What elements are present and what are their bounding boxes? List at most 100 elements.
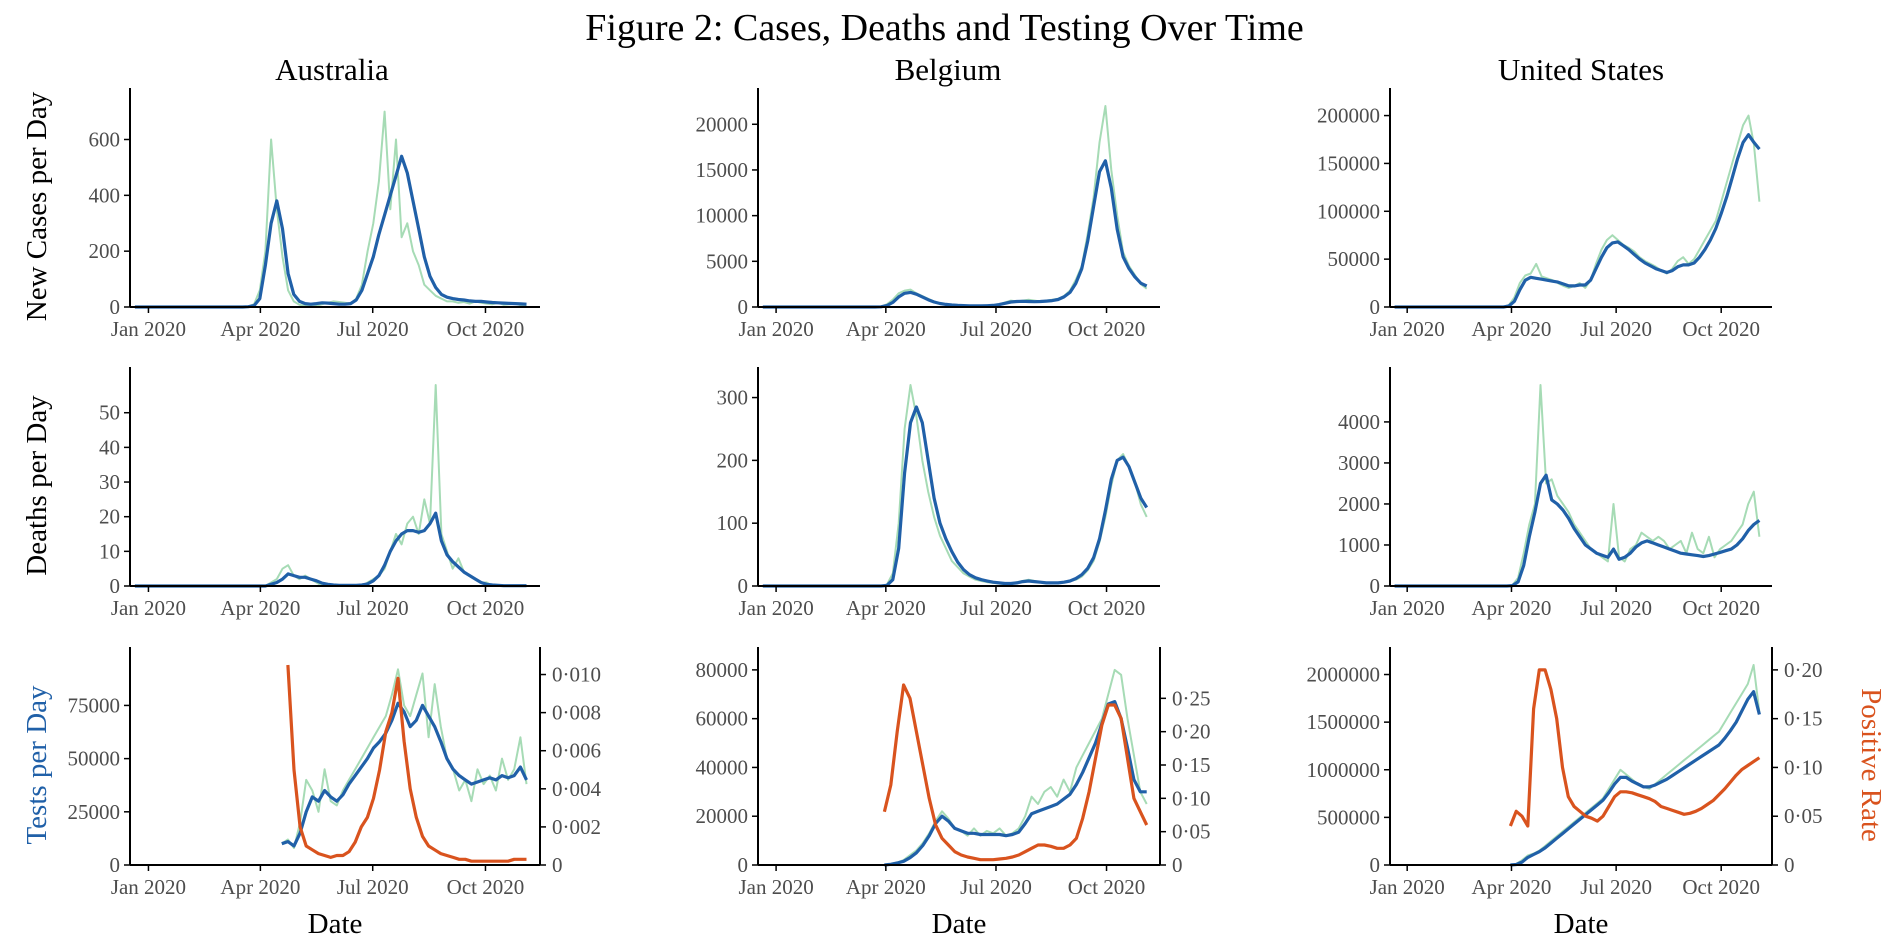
panel-deaths-united-states: 0 1000 2000 3000 4000 Jan 2020 Apr 2020 Jul 202… <box>1338 367 1772 620</box>
x-tick-label: Apr 2020 <box>846 596 926 620</box>
y-tick-label: 200 <box>89 239 121 263</box>
y-tick-label: 0 <box>738 295 749 319</box>
y2-tick-label: 0·10 <box>1172 786 1211 810</box>
y-tick-label: 0 <box>738 853 749 877</box>
series-line-positive_rate <box>882 683 1149 862</box>
y-tick-label: 50000 <box>1328 247 1381 271</box>
x-tick-label: Oct 2020 <box>1682 875 1760 899</box>
x-tick-label: Oct 2020 <box>1682 596 1760 620</box>
y-tick-label: 75000 <box>68 693 121 717</box>
y-tick-label: 0 <box>110 853 121 877</box>
y-tick-label: 400 <box>89 183 121 207</box>
series-line-positive_rate <box>1508 668 1761 828</box>
y-tick-label: 200 <box>717 448 749 472</box>
y2-tick-label: 0·05 <box>1172 820 1211 844</box>
series-line-rolling <box>134 154 527 309</box>
y-tick-label: 150000 <box>1317 151 1380 175</box>
x-tick-label: Apr 2020 <box>220 317 300 341</box>
x-tick-label: Apr 2020 <box>1472 596 1552 620</box>
y-tick-label: 100 <box>717 511 749 535</box>
y-tick-label: 3000 <box>1338 451 1380 475</box>
y-tick-label: 50 <box>99 401 120 425</box>
y-axis-title: Tests per Day <box>21 685 53 845</box>
x-tick-label: Oct 2020 <box>447 875 525 899</box>
panel-cases-belgium: 0 5000 10000 15000 20000 Jan 2020 Apr 2020 Jul … <box>696 88 1160 341</box>
series-line-raw <box>134 110 527 308</box>
y2-tick-label: 0 <box>552 853 563 877</box>
x-tick-label: Oct 2020 <box>447 317 525 341</box>
x-tick-label: Oct 2020 <box>1068 875 1146 899</box>
y-tick-label: 0 <box>738 574 749 598</box>
x-tick-label: Jul 2020 <box>337 875 409 899</box>
x-tick-label: Jul 2020 <box>337 596 409 620</box>
series-line-raw <box>134 384 527 587</box>
y2-tick-label: 0·25 <box>1172 686 1211 710</box>
series-line-raw <box>1394 114 1761 308</box>
x-tick-label: Apr 2020 <box>846 317 926 341</box>
x-tick-label: Jul 2020 <box>1580 317 1652 341</box>
figure-title: Figure 2: Cases, Deaths and Testing Over… <box>585 7 1304 49</box>
x-tick-label: Oct 2020 <box>1068 317 1146 341</box>
panel-tests-united-states: 0 500000 1000000 1500000 2000000 0 0·05 0·10 0·1… <box>1307 647 1887 940</box>
y-tick-label: 0 <box>1370 574 1381 598</box>
y-tick-label: 20000 <box>696 804 749 828</box>
series-line-rolling <box>281 701 528 848</box>
y-tick-label: 50000 <box>68 747 121 771</box>
y-tick-label: 100000 <box>1317 199 1380 223</box>
x-tick-label: Jan 2020 <box>1370 317 1445 341</box>
series-line-positive_rate <box>286 664 527 863</box>
y2-tick-label: 0·10 <box>1784 755 1823 779</box>
y2-tick-label: 0·002 <box>552 815 601 839</box>
x-tick-label: Jul 2020 <box>960 317 1032 341</box>
panel-tests-australia: 0 25000 50000 75000 0 0·002 0·004 0·006 0·008 0·0… <box>21 647 601 940</box>
y2-tick-label: 0·010 <box>552 663 601 687</box>
x-tick-label: Jul 2020 <box>960 875 1032 899</box>
y2-tick-label: 0 <box>1784 853 1795 877</box>
y-tick-label: 60000 <box>696 707 749 731</box>
series-line-raw <box>281 668 528 849</box>
x-tick-label: Apr 2020 <box>1472 875 1552 899</box>
column-title-united-states: United States <box>1497 52 1665 87</box>
x-tick-label: Apr 2020 <box>846 875 926 899</box>
x-tick-label: Oct 2020 <box>1682 317 1760 341</box>
y-tick-label: 80000 <box>696 658 749 682</box>
x-axis-title: Date <box>1554 908 1609 940</box>
y-tick-label: 0 <box>110 295 121 319</box>
y-tick-label: 200000 <box>1317 104 1380 128</box>
y-tick-label: 10 <box>99 539 120 563</box>
y-tick-label: 25000 <box>68 800 121 824</box>
x-tick-label: Jan 2020 <box>738 317 813 341</box>
y2-tick-label: 0·15 <box>1784 707 1823 731</box>
y-tick-label: 600 <box>89 128 121 152</box>
x-tick-label: Jan 2020 <box>738 596 813 620</box>
y-axis-title: New Cases per Day <box>21 91 53 321</box>
y-tick-label: 30 <box>99 470 120 494</box>
column-title-belgium: Belgium <box>894 52 1002 87</box>
series-line-rolling <box>1510 690 1761 867</box>
y2-tick-label: 0 <box>1172 853 1183 877</box>
series-line-rolling <box>1394 473 1761 588</box>
y2-tick-label: 0·05 <box>1784 804 1823 828</box>
series-line-raw <box>762 105 1148 308</box>
y2-tick-label: 0·20 <box>1172 720 1211 744</box>
y-tick-label: 15000 <box>696 158 749 182</box>
y-tick-label: 40000 <box>696 755 749 779</box>
y2-tick-label: 0·006 <box>552 739 601 763</box>
y-tick-label: 20000 <box>696 112 749 136</box>
panel-tests-belgium: 0 20000 40000 60000 80000 0 0·05 0·10 0·15 0·20 0·… <box>696 647 1211 940</box>
x-tick-label: Jul 2020 <box>960 596 1032 620</box>
y-tick-label: 0 <box>110 574 121 598</box>
x-axis-title: Date <box>932 908 987 940</box>
y-axis-title: Deaths per Day <box>21 395 53 576</box>
y-tick-label: 20 <box>99 505 120 529</box>
y-tick-label: 0 <box>1370 853 1381 877</box>
y2-tick-label: 0·008 <box>552 701 601 725</box>
y-tick-label: 1000 <box>1338 533 1380 557</box>
x-tick-label: Apr 2020 <box>220 596 300 620</box>
panel-deaths-australia: 0 10 20 30 40 50 Jan 2020 Apr 2020 Jul 2020 Oct 2… <box>21 367 540 620</box>
y-tick-label: 1500000 <box>1307 710 1381 734</box>
y-tick-label: 2000000 <box>1307 663 1381 687</box>
series-line-rolling <box>762 405 1149 588</box>
column-title-australia: Australia <box>275 52 389 87</box>
